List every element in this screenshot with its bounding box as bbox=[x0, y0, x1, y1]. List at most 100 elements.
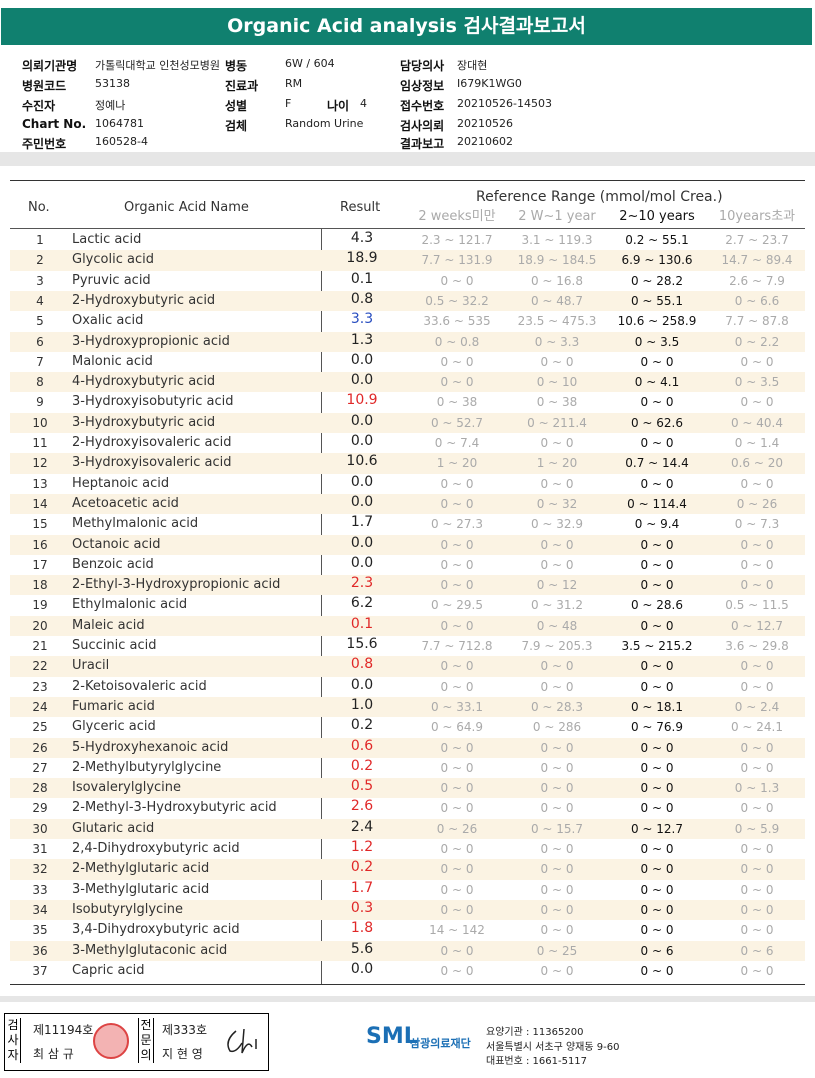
row-background bbox=[10, 290, 805, 312]
row-range: 0 ~ 0 bbox=[740, 862, 774, 877]
row-range: 0 ~ 0 bbox=[640, 902, 674, 917]
row-result: 0.8 bbox=[350, 656, 374, 673]
row-range: 0 ~ 62.6 bbox=[630, 415, 684, 430]
row-range: 0 ~ 0 bbox=[640, 862, 674, 877]
info-value: 160528-4 bbox=[95, 135, 148, 148]
info-value: 20210526-14503 bbox=[457, 97, 552, 110]
row-result: 1.3 bbox=[350, 331, 374, 348]
row-no: 4 bbox=[36, 293, 44, 308]
row-name: Capric acid bbox=[72, 962, 145, 978]
row-range: 0 ~ 0 bbox=[740, 395, 774, 410]
row-result: 1.7 bbox=[350, 514, 374, 531]
header-range: 2~10 years bbox=[619, 209, 695, 224]
row-range: 0 ~ 0 bbox=[740, 923, 774, 938]
info-label: 임상정보 bbox=[400, 79, 445, 93]
row-range: 0 ~ 15.7 bbox=[530, 821, 584, 836]
row-background bbox=[10, 656, 805, 677]
info-label: Chart No. bbox=[22, 117, 87, 131]
row-range: 0 ~ 0 bbox=[440, 273, 474, 288]
row-range: 0 ~ 0 bbox=[640, 537, 674, 552]
row-background bbox=[10, 940, 805, 961]
info-label: 검사의뢰 bbox=[400, 119, 445, 133]
row-range: 0 ~ 0.8 bbox=[434, 334, 480, 349]
row-range: 0 ~ 0 bbox=[540, 476, 574, 491]
row-no: 34 bbox=[32, 902, 48, 917]
row-no: 15 bbox=[32, 517, 48, 532]
row-name: 3-Hydroxypropionic acid bbox=[72, 333, 230, 349]
row-range: 0 ~ 0 bbox=[740, 963, 774, 978]
specialist-license: 제333호 bbox=[162, 1023, 207, 1037]
row-name: Benzoic acid bbox=[72, 556, 154, 572]
row-result: 0.0 bbox=[350, 554, 374, 571]
row-range: 33.6 ~ 535 bbox=[423, 314, 491, 329]
row-no: 35 bbox=[32, 923, 48, 938]
row-result: 0.0 bbox=[350, 960, 374, 977]
row-range: 0 ~ 0 bbox=[640, 963, 674, 978]
row-name: 2-Hydroxyisovaleric acid bbox=[72, 435, 232, 450]
row-range: 0 ~ 0 bbox=[540, 679, 574, 694]
row-range: 0 ~ 0 bbox=[740, 740, 774, 755]
row-result: 1.2 bbox=[350, 839, 374, 855]
row-result: 0.0 bbox=[350, 493, 374, 510]
row-range: 0 ~ 2.4 bbox=[734, 699, 780, 714]
row-name: 3-Hydroxyisovaleric acid bbox=[72, 455, 232, 471]
row-name: Pyruvic acid bbox=[72, 272, 151, 288]
row-range: 0 ~ 0 bbox=[440, 537, 474, 552]
row-range: 0 ~ 0 bbox=[440, 659, 474, 674]
row-range: 2.3 ~ 121.7 bbox=[421, 233, 493, 247]
row-range: 18.9 ~ 184.5 bbox=[517, 253, 597, 268]
row-name: Maleic acid bbox=[72, 617, 145, 633]
examiner-license: 제11194호 bbox=[33, 1023, 94, 1037]
row-background bbox=[10, 575, 805, 596]
row-range: 0 ~ 12.7 bbox=[630, 821, 684, 836]
row-range: 1 ~ 20 bbox=[536, 456, 578, 471]
row-range: 0 ~ 12 bbox=[536, 578, 578, 593]
org: 삼광의료재단 bbox=[410, 1037, 471, 1050]
row-range: 0 ~ 0 bbox=[740, 354, 774, 369]
row-name: Uracil bbox=[72, 658, 110, 674]
row-range: 0 ~ 3.3 bbox=[534, 334, 580, 349]
row-range: 0 ~ 0 bbox=[540, 354, 574, 369]
row-range: 3.6 ~ 29.8 bbox=[725, 639, 789, 653]
row-range: 0 ~ 0 bbox=[440, 578, 474, 593]
row-range: 0 ~ 52.7 bbox=[430, 415, 484, 430]
row-range: 0 ~ 29.5 bbox=[430, 598, 484, 613]
info-label: 검체 bbox=[225, 119, 248, 133]
row-result: 1.8 bbox=[350, 920, 374, 937]
row-range: 0 ~ 6 bbox=[740, 943, 774, 958]
header-range: 10years초과 bbox=[718, 209, 796, 224]
row-result: 0.0 bbox=[350, 351, 374, 368]
row-result: 0.1 bbox=[350, 270, 374, 287]
row-range: 0 ~ 0 bbox=[640, 801, 674, 816]
row-range: 0.6 ~ 20 bbox=[730, 456, 784, 471]
row-range: 0 ~ 9.4 bbox=[634, 517, 680, 532]
row-range: 0 ~ 0 bbox=[440, 375, 474, 390]
row-no: 32 bbox=[32, 862, 48, 877]
row-background bbox=[10, 778, 805, 799]
header-result: Result bbox=[340, 200, 381, 215]
row-range: 0.5 ~ 32.2 bbox=[425, 293, 489, 308]
row-result: 0.3 bbox=[350, 899, 374, 916]
row-range: 0 ~ 5.9 bbox=[734, 821, 780, 836]
row-range: 0 ~ 0 bbox=[440, 354, 474, 369]
row-range: 0 ~ 0 bbox=[540, 842, 574, 856]
address: 서울특별시 서초구 양재동 9-60 bbox=[486, 1042, 620, 1053]
row-range: 0.2 ~ 55.1 bbox=[625, 233, 689, 247]
row-range: 0 ~ 25 bbox=[536, 943, 578, 958]
row-name: 3,4-Dihydroxybutyric acid bbox=[72, 922, 240, 938]
row-range: 0 ~ 0 bbox=[440, 557, 474, 572]
row-range: 0 ~ 0 bbox=[640, 781, 674, 796]
row-range: 1 ~ 20 bbox=[436, 456, 478, 471]
row-range: 0 ~ 0 bbox=[640, 740, 674, 755]
row-range: 0 ~ 48.7 bbox=[530, 293, 584, 308]
row-range: 0 ~ 12.7 bbox=[730, 618, 784, 633]
row-name: 2-Ketoisovaleric acid bbox=[72, 678, 207, 694]
row-name: Malonic acid bbox=[72, 353, 153, 369]
row-range: 0 ~ 28.2 bbox=[630, 273, 684, 288]
row-background bbox=[10, 493, 805, 515]
table-bottom bbox=[10, 984, 805, 985]
row-no: 22 bbox=[32, 659, 48, 674]
row-background bbox=[10, 534, 805, 555]
row-range: 0 ~ 31.2 bbox=[530, 598, 584, 613]
row-range: 7.7 ~ 712.8 bbox=[421, 639, 493, 653]
